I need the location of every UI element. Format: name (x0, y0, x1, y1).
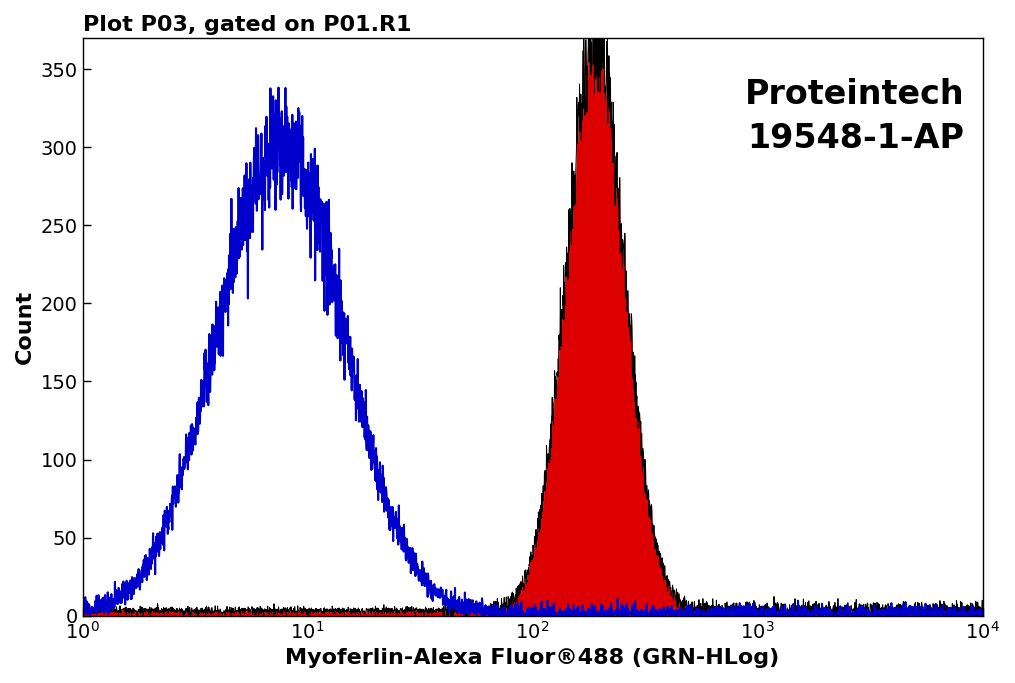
Text: Proteintech
19548-1-AP: Proteintech 19548-1-AP (745, 79, 964, 155)
Text: Plot P03, gated on P01.R1: Plot P03, gated on P01.R1 (82, 15, 411, 35)
Y-axis label: Count: Count (15, 290, 35, 364)
X-axis label: Myoferlin-Alexa Fluor®488 (GRN-HLog): Myoferlin-Alexa Fluor®488 (GRN-HLog) (285, 648, 780, 668)
